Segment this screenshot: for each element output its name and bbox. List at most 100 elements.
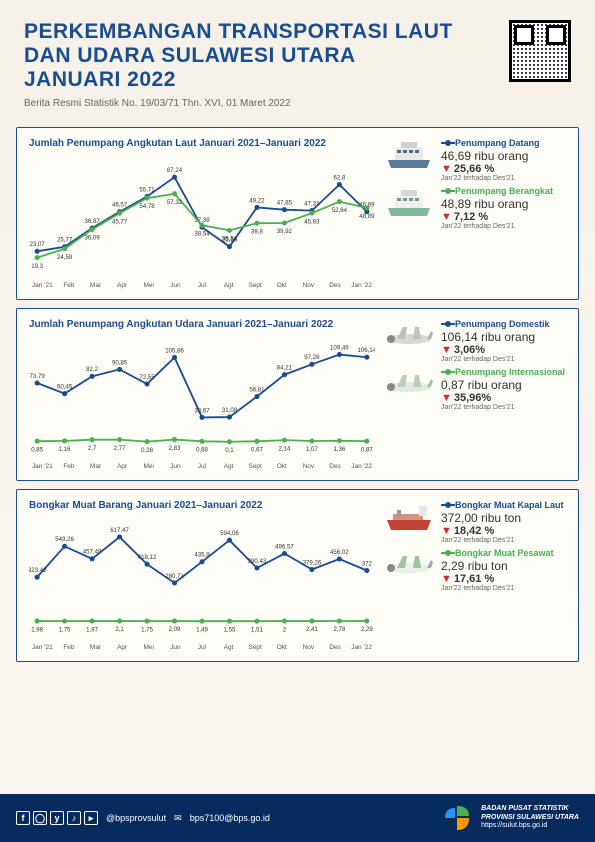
chart-title: Jumlah Penumpang Angkutan Laut Januari 2… <box>29 138 375 149</box>
legend-label: Bongkar Muat Kapal Laut <box>441 500 566 510</box>
svg-text:379,26: 379,26 <box>303 560 322 567</box>
svg-text:323,42: 323,42 <box>29 567 47 574</box>
chart-title: Jumlah Penumpang Angkutan Udara Januari … <box>29 319 375 330</box>
plane-icon <box>383 319 435 353</box>
svg-text:55,71: 55,71 <box>139 187 155 194</box>
stat-note: Jan'22 terhadap Des'21 <box>441 537 566 544</box>
x-axis-labels: Jan '21FebMarAprMeiJunJulAgtSeptOktNovDe… <box>29 644 375 651</box>
svg-text:24,59: 24,59 <box>57 254 73 261</box>
svg-text:1,51: 1,51 <box>251 627 263 634</box>
line-chart: 23,0725,7736,8746,5755,7167,2437,3925,83… <box>29 157 375 277</box>
svg-text:1,75: 1,75 <box>141 627 153 634</box>
svg-text:2,77: 2,77 <box>114 445 126 452</box>
svg-text:105,86: 105,86 <box>165 348 184 355</box>
svg-text:2,09: 2,09 <box>169 627 181 634</box>
svg-text:31,08: 31,08 <box>222 407 238 414</box>
social-handle: @bpsprovsulut <box>106 813 166 823</box>
chart-title: Bongkar Muat Barang Januari 2021–Januari… <box>29 500 375 511</box>
stat-note: Jan'22 terhadap Des'21 <box>441 404 566 411</box>
svg-text:2,83: 2,83 <box>169 445 181 452</box>
stat-value: 48,89 ribu orang <box>441 197 566 211</box>
svg-text:97,28: 97,28 <box>304 355 320 362</box>
svg-text:1,98: 1,98 <box>31 627 43 634</box>
stat-value: 106,14 ribu orang <box>441 330 566 344</box>
stat-pct: ▼ 7,12 % <box>441 211 566 223</box>
side-info: Penumpang Datang 46,69 ribu orang ▼ 25,6… <box>383 138 566 289</box>
svg-text:90,85: 90,85 <box>112 360 128 367</box>
x-axis-labels: Jan '21FebMarAprMeiJunJulAgtSeptOktNovDe… <box>29 463 375 470</box>
info-block: Bongkar Muat Kapal Laut 372,00 ribu ton … <box>383 500 566 544</box>
svg-text:36,87: 36,87 <box>84 218 100 225</box>
svg-text:594,06: 594,06 <box>220 531 239 538</box>
chart-panel-2: Bongkar Muat Barang Januari 2021–Januari… <box>16 489 579 662</box>
svg-text:1,55: 1,55 <box>224 627 236 634</box>
svg-text:2,29: 2,29 <box>361 627 373 634</box>
ferry2-icon <box>383 186 435 220</box>
svg-text:67,24: 67,24 <box>167 167 183 174</box>
svg-text:45,77: 45,77 <box>112 219 128 226</box>
svg-text:1,49: 1,49 <box>196 627 208 634</box>
svg-text:1,75: 1,75 <box>59 627 71 634</box>
line-chart: 73,7960,4582,290,8572,55105,8630,6731,08… <box>29 338 375 458</box>
plane2-icon <box>383 367 435 401</box>
svg-text:280,71: 280,71 <box>165 573 184 580</box>
svg-text:2,7: 2,7 <box>88 445 97 452</box>
svg-text:47,31: 47,31 <box>304 201 320 208</box>
stat-value: 2,29 ribu ton <box>441 559 566 573</box>
tiktok-icon: ♪ <box>67 811 81 825</box>
x-axis-labels: Jan '21FebMarAprMeiJunJulAgtSeptOktNovDe… <box>29 282 375 289</box>
tanker-icon <box>383 500 435 534</box>
svg-text:418,12: 418,12 <box>138 555 157 562</box>
header: PERKEMBANGAN TRANSPORTASI LAUT DAN UDARA… <box>0 0 595 119</box>
svg-text:30,67: 30,67 <box>194 408 210 415</box>
info-block: Penumpang Domestik 106,14 ribu orang ▼ 3… <box>383 319 566 363</box>
svg-text:35,54: 35,54 <box>222 236 238 243</box>
svg-text:48,89: 48,89 <box>359 214 375 221</box>
svg-text:109,49: 109,49 <box>330 345 349 352</box>
info-block: Bongkar Muat Pesawat 2,29 ribu ton ▼ 17,… <box>383 548 566 592</box>
svg-text:60,45: 60,45 <box>57 384 73 391</box>
youtube-icon: ▸ <box>84 811 98 825</box>
svg-text:2,78: 2,78 <box>333 627 345 634</box>
footer-email: bps7100@bps.go.id <box>190 813 270 823</box>
svg-text:38,54: 38,54 <box>194 231 210 238</box>
line-chart: 323,42549,26457,49617,47418,12280,71435,… <box>29 519 375 639</box>
svg-text:36,09: 36,09 <box>84 235 100 242</box>
svg-text:19,3: 19,3 <box>31 263 43 270</box>
svg-text:47,85: 47,85 <box>277 200 293 207</box>
svg-text:25,77: 25,77 <box>57 237 73 244</box>
svg-text:52,64: 52,64 <box>332 207 348 214</box>
svg-text:2: 2 <box>283 627 287 634</box>
svg-text:390,43: 390,43 <box>248 558 267 565</box>
svg-text:2,1: 2,1 <box>115 627 124 634</box>
stat-pct: ▼ 17,61 % <box>441 573 566 585</box>
svg-text:0,68: 0,68 <box>196 447 208 454</box>
legend-label: Penumpang Domestik <box>441 319 566 329</box>
legend-label: Penumpang Datang <box>441 138 566 148</box>
svg-text:549,26: 549,26 <box>55 537 74 544</box>
svg-text:73,79: 73,79 <box>30 373 46 380</box>
footer: f ◯ y ♪ ▸ @bpsprovsulut ✉ bps7100@bps.go… <box>0 794 595 842</box>
stat-value: 0,87 ribu orang <box>441 378 566 392</box>
svg-text:435,9: 435,9 <box>194 552 210 559</box>
stat-pct: ▼ 25,66 % <box>441 163 566 175</box>
svg-text:1,16: 1,16 <box>59 447 71 454</box>
svg-text:39,92: 39,92 <box>277 229 293 236</box>
svg-text:56,81: 56,81 <box>249 387 265 394</box>
info-block: Penumpang Berangkat 48,89 ribu orang ▼ 7… <box>383 186 566 230</box>
svg-text:45,83: 45,83 <box>304 219 320 226</box>
svg-text:2,41: 2,41 <box>306 627 318 634</box>
legend-label: Penumpang Internasional <box>441 367 566 377</box>
svg-text:1,36: 1,36 <box>333 446 345 453</box>
twitter-icon: y <box>50 811 64 825</box>
svg-text:0,28: 0,28 <box>141 447 153 454</box>
svg-text:1,97: 1,97 <box>86 627 98 634</box>
stat-note: Jan'22 terhadap Des'21 <box>441 356 566 363</box>
chart-panel-0: Jumlah Penumpang Angkutan Laut Januari 2… <box>16 127 579 300</box>
stat-note: Jan'22 terhadap Des'21 <box>441 223 566 230</box>
side-info: Bongkar Muat Kapal Laut 372,00 ribu ton … <box>383 500 566 651</box>
svg-text:106,14: 106,14 <box>358 348 375 355</box>
plane3-icon <box>383 548 435 582</box>
svg-text:46,57: 46,57 <box>112 202 128 209</box>
chart-panel-1: Jumlah Penumpang Angkutan Udara Januari … <box>16 308 579 481</box>
